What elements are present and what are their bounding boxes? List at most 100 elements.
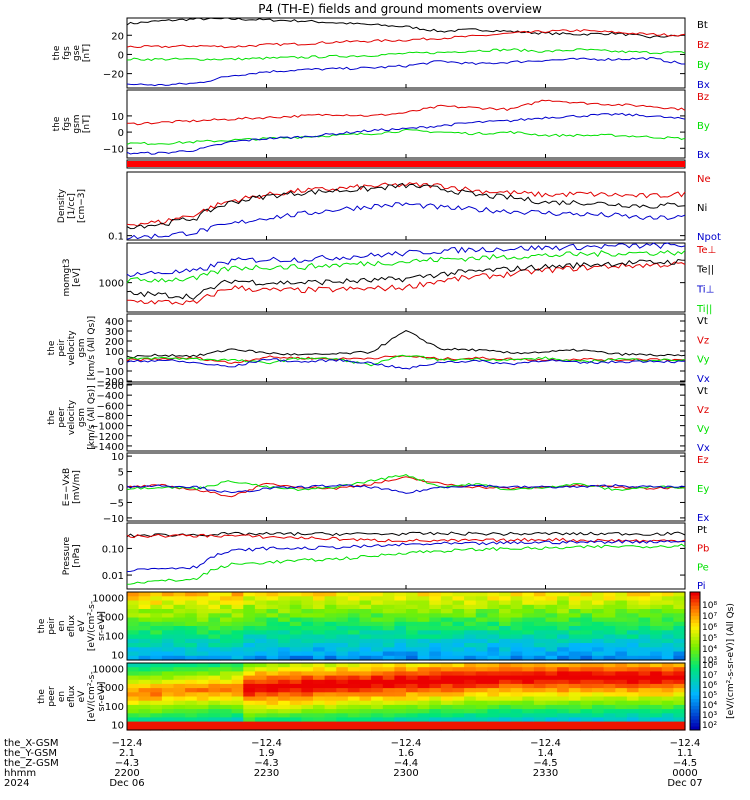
heat-cell [196,704,209,710]
ytick-label: 300 [105,327,124,338]
heat-cell [592,696,605,702]
heat-cell [185,600,198,606]
heat-cell [568,675,581,681]
heat-cell [359,709,372,714]
heat-cell [138,671,151,677]
heat-cell [603,717,616,723]
heat-cell [382,609,395,614]
heat-cell [185,683,198,689]
heat-cell [161,663,175,668]
legend-Pb: Pb [697,544,709,555]
ylabel-text: [nT] [82,115,92,133]
heat-cell [220,704,233,710]
heat-cell [522,621,535,627]
heat-cell [196,655,209,661]
heat-cell [440,634,454,640]
series-By [126,128,686,146]
heat-cell [557,704,570,710]
heat-cell [417,630,430,636]
heat-cell [254,655,268,661]
heat-cell [208,621,221,627]
heat-cell [615,604,628,610]
heat-cell [231,692,244,698]
heat-cell [661,596,674,602]
heat-cell [313,655,326,661]
heat-cell [161,671,175,677]
heat-cell [533,700,547,706]
heat-cell [650,704,663,710]
heat-cell [173,626,186,631]
ylabel-text: the [47,410,57,425]
heat-cell [173,655,186,661]
heat-cell [336,696,349,702]
heat-cell [429,683,442,689]
heat-cell [138,692,151,698]
heat-cell [278,643,291,648]
heat-cell [150,604,163,610]
heat-cell [243,700,256,706]
heat-cell [568,696,581,702]
heat-cell [254,663,268,668]
heat-cell [266,667,279,672]
heat-cell [557,688,570,693]
heat-cell [464,704,477,710]
heat-cell [347,709,361,714]
heat-cell [568,688,581,693]
heat-cell [347,626,361,631]
heat-cell [208,692,221,698]
heat-cell [603,626,616,631]
heat-cell [626,713,640,719]
heat-cell [243,675,256,681]
ytick-label: 200 [105,337,124,348]
heat-cell [150,667,163,672]
heat-cell [452,713,465,719]
heat-cell [394,609,407,614]
heat-cell [406,725,419,731]
heat-cell [673,647,686,653]
heat-cell [278,613,291,619]
heat-cell [615,692,628,698]
heat-cell [231,592,244,597]
heat-cell [347,600,361,606]
ytick-label: −5 [109,498,124,509]
heat-cell [557,600,570,606]
heat-cell [452,704,465,710]
legend-Vt: Vt [697,316,708,327]
heat-cell [266,663,279,668]
heat-cell [150,688,163,693]
heat-cell [359,688,372,693]
heat-cell [324,725,337,731]
heat-cell [382,651,395,657]
heat-cell [150,721,163,727]
heat-cell [382,683,395,689]
heat-cell [545,675,558,681]
heat-cell [440,713,454,719]
heat-cell [336,688,349,693]
heat-cell [475,692,488,698]
heat-cell [557,700,570,706]
heat-cell [650,700,663,706]
heat-cell [336,643,349,648]
colorbar-cell [690,605,700,610]
heat-cell [429,692,442,698]
ytick-label: −1000 [90,422,124,433]
heat-cell [173,630,186,636]
heat-cell [487,621,500,627]
heat-cell [313,667,326,672]
heat-cell [568,721,581,727]
colorbar-tick-label: 10⁵ [702,691,717,701]
colorbar-cell [690,643,700,648]
heat-cell [301,626,314,631]
heat-cell [603,700,616,706]
heat-cell [324,626,337,631]
heat-cell [475,592,488,597]
colorbar-cell [690,667,700,672]
heat-cell [661,675,674,681]
heat-cell [603,725,616,731]
heat-cell [220,596,233,602]
heat-cell [301,675,314,681]
heat-cell [452,675,465,681]
heat-cell [626,704,640,710]
heat-cell [313,621,326,627]
heat-cell [196,667,209,672]
